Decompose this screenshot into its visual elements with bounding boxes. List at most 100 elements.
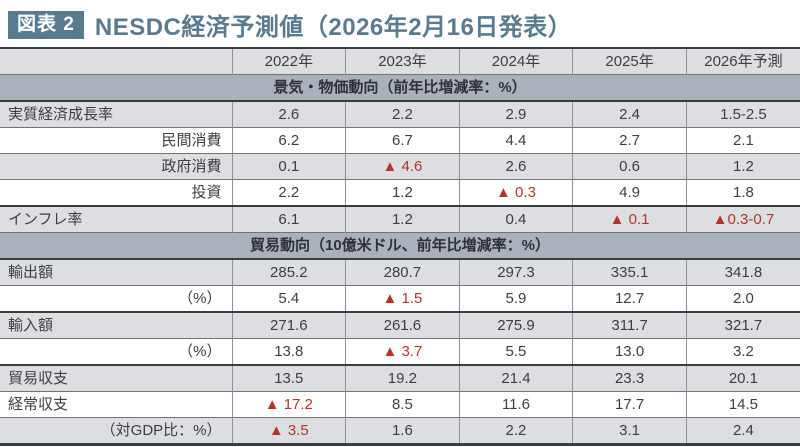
row-label: インフレ率 (0, 205, 232, 233)
table-row: （%） 13.8 ▲ 3.7 5.5 13.0 3.2 (0, 338, 800, 365)
value-cell: 311.7 (572, 311, 687, 339)
section-header: 貿易動向（10億米ドル、前年比増減率：%） (0, 232, 800, 260)
section-header: 景気・物価動向（前年比増減率：%） (0, 74, 800, 102)
value-cell: 6.2 (231, 127, 346, 154)
year-header-cell: 2024年 (458, 48, 573, 75)
value-cell: 5.4 (231, 285, 346, 312)
value-cell: 271.6 (231, 311, 346, 339)
value-cell: 2.1 (685, 127, 800, 154)
value-cell: 2.6 (231, 100, 346, 128)
value-cell: 261.6 (345, 311, 460, 339)
value-cell: 321.7 (685, 311, 800, 339)
year-header-cell: 2022年 (231, 48, 346, 75)
value-cell: 280.7 (345, 258, 460, 286)
year-header-cell: 2026年予測 (685, 48, 800, 75)
value-cell: 4.4 (458, 127, 573, 154)
value-cell: 0.6 (572, 153, 687, 180)
row-label: 民間消費 (0, 127, 232, 154)
value-cell: 2.6 (458, 153, 573, 180)
row-label: 実質経済成長率 (0, 100, 232, 128)
value-cell: 1.2 (685, 153, 800, 180)
section-header-row: 貿易動向（10億米ドル、前年比増減率：%） (0, 232, 800, 260)
year-header-cell: 2023年 (345, 48, 460, 75)
value-cell: 20.1 (685, 364, 800, 392)
value-cell: ▲0.3-0.7 (685, 205, 800, 233)
value-cell: ▲ 17.2 (231, 391, 346, 418)
value-cell: 14.5 (685, 391, 800, 418)
value-cell: 13.8 (231, 338, 346, 365)
figure-number-badge: 図表 2 (8, 10, 84, 39)
row-label: 貿易収支 (0, 364, 232, 392)
value-cell: 1.8 (685, 179, 800, 206)
value-cell: 6.7 (345, 127, 460, 154)
table-row: 輸入額 271.6 261.6 275.9 311.7 321.7 (0, 311, 800, 339)
row-label: （対GDP比：%） (0, 417, 232, 445)
value-cell: 275.9 (458, 311, 573, 339)
table-row: 経常収支 ▲ 17.2 8.5 11.6 17.7 14.5 (0, 391, 800, 418)
value-cell: 0.4 (458, 205, 573, 233)
value-cell: 335.1 (572, 258, 687, 286)
figure-title-bar: 図表 2 NESDC経済予測値（2026年2月16日発表） (0, 0, 800, 47)
value-cell: ▲ 3.7 (345, 338, 460, 365)
value-cell: 12.7 (572, 285, 687, 312)
value-cell: 2.4 (685, 417, 800, 445)
table-row: 投資 2.2 1.2 ▲ 0.3 4.9 1.8 (0, 179, 800, 206)
value-cell: 285.2 (231, 258, 346, 286)
forecast-table: 2022年 2023年 2024年 2025年 2026年予測 景気・物価動向（前年比増減… (0, 47, 800, 446)
value-cell: ▲ 0.3 (458, 179, 573, 206)
value-cell: 21.4 (458, 364, 573, 392)
value-cell: 3.2 (685, 338, 800, 365)
year-header-row: 2022年 2023年 2024年 2025年 2026年予測 (0, 48, 800, 75)
value-cell: 2.4 (572, 100, 687, 128)
value-cell: 11.6 (458, 391, 573, 418)
value-cell: 4.9 (572, 179, 687, 206)
forecast-table-body: 2022年 2023年 2024年 2025年 2026年予測 景気・物価動向（前年比増減… (0, 48, 800, 445)
table-row: インフレ率 6.1 1.2 0.4 ▲ 0.1 ▲0.3-0.7 (0, 205, 800, 233)
row-label: 輸出額 (0, 258, 232, 286)
value-cell: 2.7 (572, 127, 687, 154)
table-row: 輸出額 285.2 280.7 297.3 335.1 341.8 (0, 258, 800, 286)
value-cell: 13.0 (572, 338, 687, 365)
value-cell: 2.2 (345, 100, 460, 128)
value-cell: 23.3 (572, 364, 687, 392)
table-row: 民間消費 6.2 6.7 4.4 2.7 2.1 (0, 127, 800, 154)
corner-cell (0, 48, 232, 75)
value-cell: 8.5 (345, 391, 460, 418)
row-label: 政府消費 (0, 153, 232, 180)
row-label: （%） (0, 285, 232, 312)
value-cell: 5.9 (458, 285, 573, 312)
value-cell: 3.1 (572, 417, 687, 445)
value-cell: 2.2 (231, 179, 346, 206)
value-cell: 19.2 (345, 364, 460, 392)
value-cell: 5.5 (458, 338, 573, 365)
table-row: 実質経済成長率 2.6 2.2 2.9 2.4 1.5-2.5 (0, 100, 800, 128)
value-cell: ▲ 3.5 (231, 417, 346, 445)
table-row: （%） 5.4 ▲ 1.5 5.9 12.7 2.0 (0, 285, 800, 312)
year-header-cell: 2025年 (572, 48, 687, 75)
value-cell: 1.6 (345, 417, 460, 445)
row-label: （%） (0, 338, 232, 365)
value-cell: 6.1 (231, 205, 346, 233)
table-row: （対GDP比：%） ▲ 3.5 1.6 2.2 3.1 2.4 (0, 417, 800, 445)
value-cell: 0.1 (231, 153, 346, 180)
value-cell: 341.8 (685, 258, 800, 286)
value-cell: 2.9 (458, 100, 573, 128)
row-label: 輸入額 (0, 311, 232, 339)
table-row: 政府消費 0.1 ▲ 4.6 2.6 0.6 1.2 (0, 153, 800, 180)
page-title: NESDC経済予測値（2026年2月16日発表） (94, 14, 573, 41)
value-cell: 2.0 (685, 285, 800, 312)
row-label: 投資 (0, 179, 232, 206)
value-cell: 1.2 (345, 179, 460, 206)
row-label: 経常収支 (0, 391, 232, 418)
value-cell: 1.2 (345, 205, 460, 233)
value-cell: ▲ 1.5 (345, 285, 460, 312)
value-cell: 297.3 (458, 258, 573, 286)
table-row: 貿易収支 13.5 19.2 21.4 23.3 20.1 (0, 364, 800, 392)
value-cell: 17.7 (572, 391, 687, 418)
value-cell: 13.5 (231, 364, 346, 392)
value-cell: ▲ 4.6 (345, 153, 460, 180)
value-cell: 1.5-2.5 (685, 100, 800, 128)
value-cell: ▲ 0.1 (572, 205, 687, 233)
section-header-row: 景気・物価動向（前年比増減率：%） (0, 74, 800, 102)
value-cell: 2.2 (458, 417, 573, 445)
